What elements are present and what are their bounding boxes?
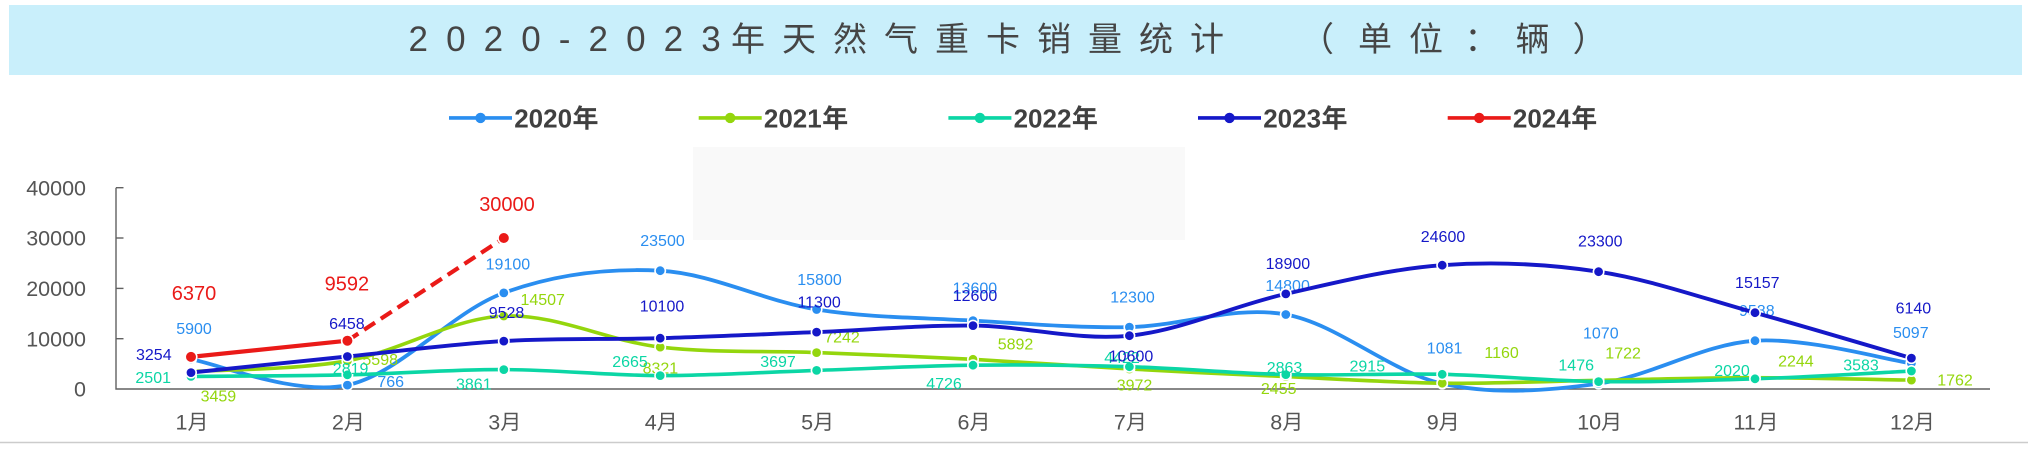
- svg-text:40000: 40000: [26, 176, 86, 200]
- svg-text:5900: 5900: [176, 321, 212, 338]
- svg-text:6: 6: [958, 410, 970, 434]
- svg-text:7242: 7242: [824, 330, 860, 347]
- svg-text:14507: 14507: [520, 292, 565, 309]
- svg-text:3972: 3972: [1117, 378, 1153, 395]
- svg-text:2863: 2863: [1267, 360, 1303, 377]
- svg-text:1081: 1081: [1427, 341, 1463, 358]
- svg-text:3254: 3254: [136, 347, 172, 364]
- svg-text:1476: 1476: [1558, 358, 1594, 375]
- svg-text:2: 2: [332, 410, 344, 434]
- svg-text:5892: 5892: [998, 336, 1034, 353]
- svg-text:23500: 23500: [640, 233, 685, 250]
- svg-text:9592: 9592: [325, 273, 370, 295]
- svg-text:30000: 30000: [26, 227, 86, 251]
- svg-text:4: 4: [645, 410, 657, 434]
- svg-text:2020-2023: 2020-2023: [409, 20, 739, 59]
- svg-text:10100: 10100: [640, 299, 685, 316]
- svg-text:10: 10: [1577, 410, 1601, 434]
- svg-text:2455: 2455: [1261, 381, 1297, 398]
- svg-text:7: 7: [1114, 410, 1126, 434]
- svg-text:9: 9: [1427, 410, 1439, 434]
- svg-text:2819: 2819: [333, 361, 369, 378]
- svg-text:2665: 2665: [612, 354, 648, 371]
- svg-text:4422: 4422: [1104, 350, 1140, 367]
- svg-text:6140: 6140: [1896, 300, 1932, 317]
- svg-text:11300: 11300: [797, 295, 840, 312]
- svg-text:2023: 2023: [1263, 103, 1321, 133]
- svg-text:766: 766: [377, 374, 404, 391]
- svg-text:3: 3: [488, 410, 500, 434]
- svg-text:2021: 2021: [764, 103, 822, 133]
- svg-text:23300: 23300: [1578, 233, 1623, 250]
- svg-text:12600: 12600: [953, 288, 998, 305]
- svg-text:3697: 3697: [760, 354, 796, 371]
- svg-text:0: 0: [74, 378, 86, 402]
- svg-text:18900: 18900: [1266, 256, 1311, 273]
- svg-text:15157: 15157: [1735, 275, 1780, 292]
- svg-text:2501: 2501: [135, 370, 171, 387]
- svg-text:12300: 12300: [1110, 290, 1155, 307]
- svg-text:5: 5: [801, 410, 813, 434]
- svg-text:3861: 3861: [456, 376, 492, 393]
- svg-text:10600: 10600: [1109, 348, 1154, 365]
- svg-text:20000: 20000: [26, 277, 86, 301]
- svg-text:12: 12: [1890, 410, 1914, 434]
- svg-text:3459: 3459: [201, 389, 237, 406]
- svg-text:9528: 9528: [489, 305, 525, 322]
- svg-text:6370: 6370: [172, 283, 217, 305]
- svg-text:1070: 1070: [1583, 325, 1619, 342]
- svg-text:5097: 5097: [1893, 325, 1929, 342]
- svg-text:30000: 30000: [479, 194, 535, 216]
- svg-text:3583: 3583: [1843, 358, 1879, 375]
- svg-text:1762: 1762: [1937, 373, 1973, 390]
- svg-text:2024: 2024: [1513, 103, 1571, 133]
- svg-text:8321: 8321: [643, 360, 679, 377]
- svg-text:6458: 6458: [329, 316, 365, 333]
- svg-text:19100: 19100: [486, 257, 531, 274]
- svg-text:13600: 13600: [953, 280, 998, 297]
- svg-text:4726: 4726: [926, 376, 962, 393]
- svg-text:1160: 1160: [1484, 345, 1519, 362]
- svg-text:2020: 2020: [514, 103, 572, 133]
- svg-text:2915: 2915: [1350, 358, 1386, 375]
- svg-text:11: 11: [1734, 410, 1756, 434]
- svg-text:24600: 24600: [1421, 229, 1466, 246]
- svg-text:1: 1: [176, 410, 188, 434]
- svg-text:15800: 15800: [797, 272, 842, 289]
- svg-text:8: 8: [1270, 410, 1282, 434]
- svg-text:10000: 10000: [26, 327, 86, 351]
- svg-text:2244: 2244: [1778, 353, 1814, 370]
- svg-text:2022: 2022: [1014, 103, 1072, 133]
- svg-text:5598: 5598: [362, 352, 398, 369]
- svg-text:2020: 2020: [1714, 363, 1750, 380]
- svg-text:1722: 1722: [1605, 346, 1641, 363]
